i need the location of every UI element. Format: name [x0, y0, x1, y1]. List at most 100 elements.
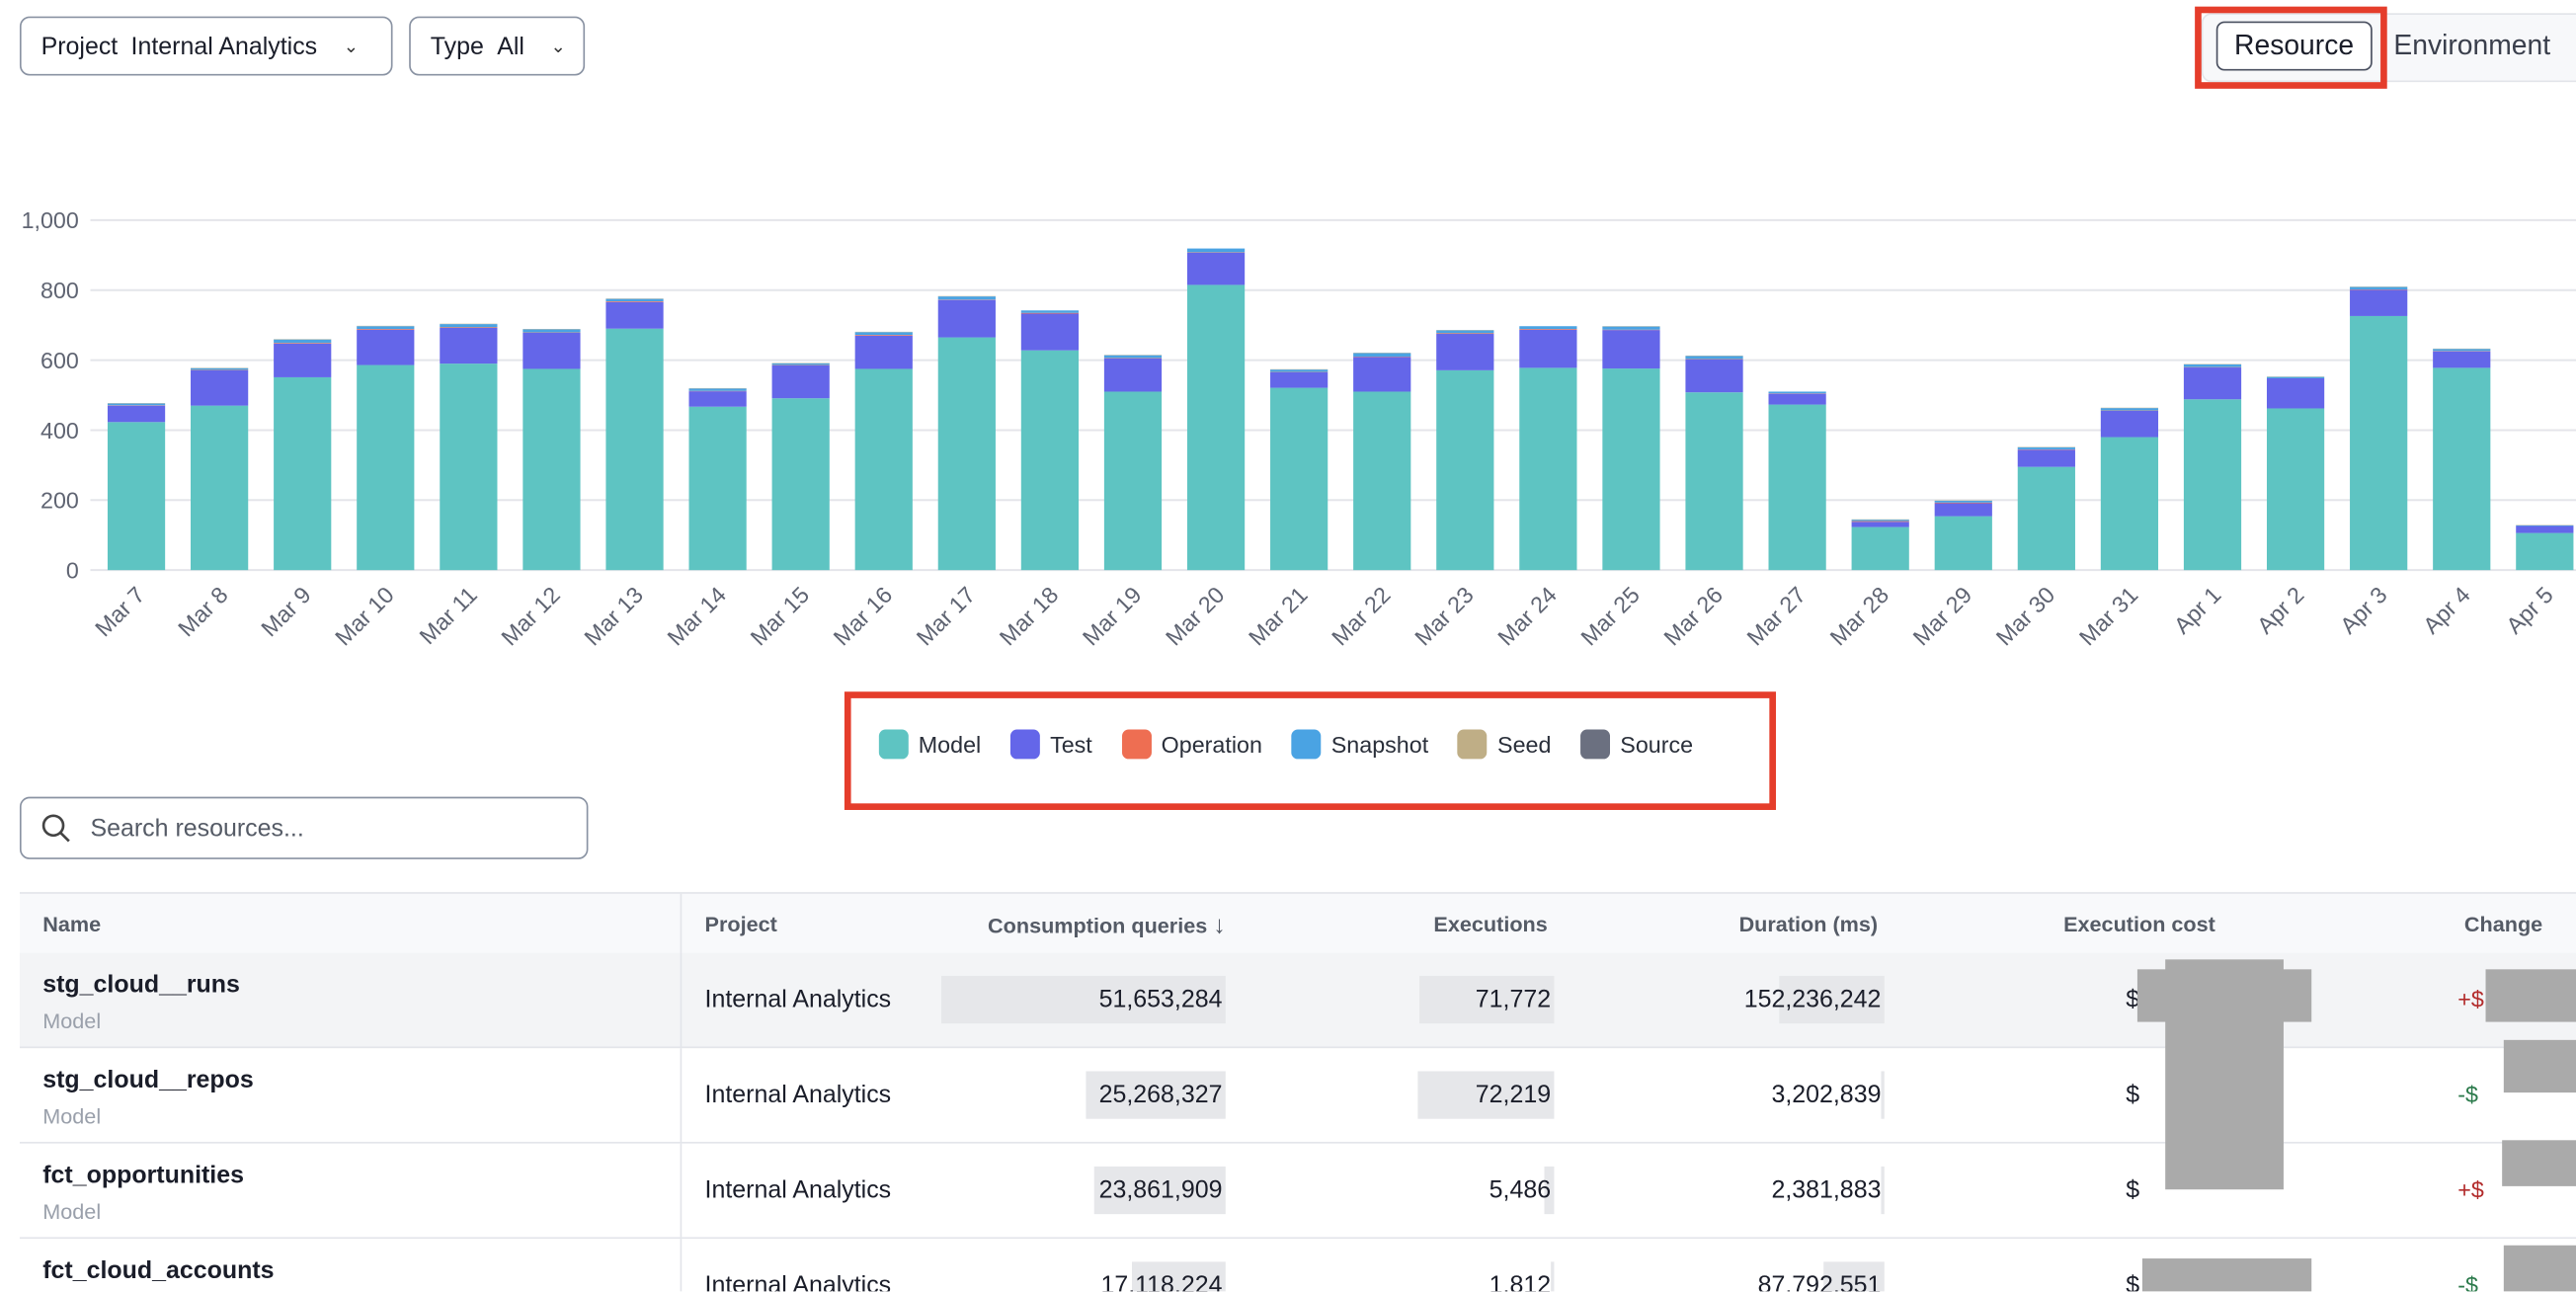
column-header-project[interactable]: Project: [704, 912, 777, 937]
column-header-executions[interactable]: Executions: [1433, 912, 1548, 937]
view-toggle-resource[interactable]: Resource: [2215, 21, 2373, 71]
bar-model-segment[interactable]: [1519, 367, 1577, 571]
bar-test-segment[interactable]: [1103, 358, 1163, 392]
bar-model-segment[interactable]: [1768, 404, 1826, 571]
bar-model-segment[interactable]: [2183, 399, 2242, 571]
bar-model-segment[interactable]: [107, 422, 166, 571]
project-filter-dropdown[interactable]: Project Internal Analytics ⌄: [19, 16, 393, 76]
bar-operation-segment[interactable]: [1851, 521, 1909, 523]
bar-snapshot-segment[interactable]: [1353, 353, 1411, 358]
bar-test-segment[interactable]: [357, 329, 415, 365]
bar-snapshot-segment[interactable]: [2017, 446, 2075, 449]
bar-model-segment[interactable]: [2433, 367, 2491, 571]
resource-name-link[interactable]: stg_cloud__runs: [42, 970, 240, 1000]
bar-snapshot-segment[interactable]: [688, 388, 747, 391]
bar-test-segment[interactable]: [2100, 410, 2159, 438]
bar-model-segment[interactable]: [2516, 532, 2574, 571]
bar-snapshot-segment[interactable]: [1103, 355, 1163, 359]
view-toggle-environment[interactable]: Environment: [2393, 29, 2551, 61]
bar-snapshot-segment[interactable]: [1519, 326, 1577, 330]
legend-item-snapshot[interactable]: Snapshot: [1291, 729, 1428, 760]
bar-operation-segment[interactable]: [440, 327, 498, 328]
bar-snapshot-segment[interactable]: [771, 363, 830, 365]
bar-test-segment[interactable]: [2017, 449, 2075, 467]
bar-test-segment[interactable]: [523, 332, 581, 369]
bar-test-segment[interactable]: [1851, 522, 1909, 527]
resource-name-link[interactable]: fct_cloud_accounts: [42, 1256, 275, 1285]
bar-snapshot-segment[interactable]: [1020, 310, 1080, 313]
bar-snapshot-segment[interactable]: [1186, 248, 1246, 253]
bar-test-segment[interactable]: [1768, 393, 1826, 405]
bar-snapshot-segment[interactable]: [191, 367, 249, 370]
bar-operation-segment[interactable]: [854, 335, 913, 336]
table-row[interactable]: fct_cloud_accounts Internal Analytics 17…: [20, 1239, 2576, 1292]
legend-item-model[interactable]: Model: [878, 729, 981, 760]
bar-model-segment[interactable]: [191, 405, 249, 571]
bar-snapshot-segment[interactable]: [2183, 363, 2242, 367]
bar-operation-segment[interactable]: [605, 301, 664, 302]
bar-model-segment[interactable]: [2017, 466, 2075, 571]
bar-test-segment[interactable]: [937, 299, 996, 338]
bar-operation-segment[interactable]: [357, 329, 415, 330]
bar-test-segment[interactable]: [191, 369, 249, 406]
table-row[interactable]: fct_opportunities Model Internal Analyti…: [19, 1140, 2576, 1240]
bar-model-segment[interactable]: [1103, 391, 1163, 571]
bar-operation-segment[interactable]: [1436, 333, 1494, 335]
bar-model-segment[interactable]: [937, 337, 996, 571]
bar-test-segment[interactable]: [1934, 503, 1992, 517]
bar-test-segment[interactable]: [1186, 252, 1246, 285]
bar-model-segment[interactable]: [523, 368, 581, 571]
bar-model-segment[interactable]: [854, 368, 913, 571]
bar-model-segment[interactable]: [1851, 526, 1909, 571]
bar-test-segment[interactable]: [854, 335, 913, 369]
bar-model-segment[interactable]: [2350, 315, 2408, 571]
column-header-execution-cost[interactable]: Execution cost: [2063, 912, 2215, 937]
bar-test-segment[interactable]: [2516, 525, 2574, 533]
bar-snapshot-segment[interactable]: [2100, 408, 2159, 411]
bar-snapshot-segment[interactable]: [523, 329, 581, 333]
bar-test-segment[interactable]: [2350, 289, 2408, 316]
bar-model-segment[interactable]: [1685, 392, 1743, 571]
bar-test-segment[interactable]: [1602, 330, 1660, 369]
bar-model-segment[interactable]: [605, 328, 664, 571]
legend-item-test[interactable]: Test: [1010, 729, 1092, 760]
bar-snapshot-segment[interactable]: [107, 403, 166, 406]
bar-snapshot-segment[interactable]: [937, 296, 996, 300]
bar-model-segment[interactable]: [357, 364, 415, 571]
legend-item-operation[interactable]: Operation: [1121, 729, 1262, 760]
bar-model-segment[interactable]: [1436, 369, 1494, 571]
bar-snapshot-segment[interactable]: [274, 339, 332, 344]
table-row[interactable]: stg_cloud__repos Model Internal Analytic…: [19, 959, 2576, 1190]
table-row[interactable]: stg_cloud__runs Model Internal Analytics…: [19, 952, 2576, 1049]
bar-snapshot-segment[interactable]: [1436, 330, 1494, 334]
bar-snapshot-segment[interactable]: [854, 332, 913, 336]
bar-model-segment[interactable]: [1602, 368, 1660, 571]
bar-snapshot-segment[interactable]: [1934, 501, 1992, 503]
bar-model-segment[interactable]: [1186, 284, 1246, 571]
bar-test-segment[interactable]: [771, 364, 830, 399]
bar-model-segment[interactable]: [1934, 516, 1992, 571]
column-header-duration[interactable]: Duration (ms): [1738, 912, 1879, 937]
bar-test-segment[interactable]: [1519, 329, 1577, 368]
bar-model-segment[interactable]: [771, 398, 830, 571]
bar-model-segment[interactable]: [688, 406, 747, 571]
bar-test-segment[interactable]: [2266, 378, 2325, 409]
resource-name-link[interactable]: stg_cloud__repos: [42, 1066, 254, 1094]
bar-snapshot-segment[interactable]: [2433, 349, 2491, 352]
bar-snapshot-segment[interactable]: [1602, 326, 1660, 330]
bar-model-segment[interactable]: [2266, 408, 2325, 571]
bar-snapshot-segment[interactable]: [440, 324, 498, 328]
search-resources-field[interactable]: [19, 796, 589, 859]
bar-test-segment[interactable]: [2433, 351, 2491, 368]
bar-snapshot-segment[interactable]: [2266, 376, 2325, 379]
bar-model-segment[interactable]: [1270, 387, 1328, 571]
bar-test-segment[interactable]: [1353, 357, 1411, 392]
bar-snapshot-segment[interactable]: [1685, 356, 1743, 360]
legend-item-source[interactable]: Source: [1580, 729, 1693, 760]
bar-snapshot-segment[interactable]: [2516, 525, 2574, 526]
bar-test-segment[interactable]: [107, 405, 166, 423]
bar-snapshot-segment[interactable]: [1270, 369, 1328, 372]
search-input[interactable]: [87, 812, 554, 845]
bar-model-segment[interactable]: [440, 363, 498, 571]
bar-snapshot-segment[interactable]: [1851, 520, 1909, 522]
